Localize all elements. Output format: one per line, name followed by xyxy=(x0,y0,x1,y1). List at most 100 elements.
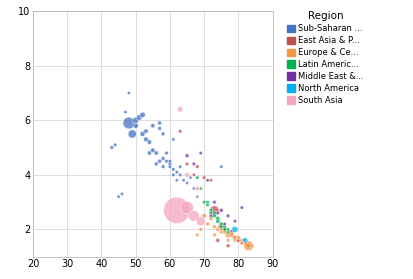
Point xyxy=(184,205,190,210)
Point xyxy=(115,194,122,199)
Point xyxy=(221,222,228,226)
Point xyxy=(242,241,249,245)
Point xyxy=(238,205,245,210)
Point xyxy=(201,175,207,180)
Point xyxy=(142,129,149,133)
Point xyxy=(208,213,214,218)
Point xyxy=(160,156,166,161)
Point xyxy=(208,178,214,182)
Point xyxy=(221,230,228,234)
Point xyxy=(119,192,125,196)
Point xyxy=(211,208,218,213)
Point xyxy=(218,230,225,234)
Point xyxy=(232,219,238,223)
Point xyxy=(214,211,221,215)
Point xyxy=(211,224,218,229)
Point xyxy=(112,143,119,147)
Point xyxy=(157,159,163,163)
Point xyxy=(184,162,190,166)
Point xyxy=(122,110,129,114)
Point xyxy=(218,164,225,169)
Point xyxy=(228,230,235,234)
Point xyxy=(170,137,177,142)
Point xyxy=(242,238,249,242)
Point xyxy=(180,178,187,182)
Point xyxy=(177,173,183,177)
Point xyxy=(133,124,139,128)
Point xyxy=(166,164,173,169)
Point xyxy=(194,164,201,169)
Point xyxy=(225,213,231,218)
Point xyxy=(177,164,183,169)
Point xyxy=(225,238,231,242)
Point xyxy=(194,233,201,237)
Point xyxy=(150,124,156,128)
Point xyxy=(153,151,159,155)
Point xyxy=(218,208,225,213)
Point xyxy=(184,181,190,185)
Point xyxy=(194,194,201,199)
Point xyxy=(146,151,153,155)
Point xyxy=(184,153,190,158)
Point xyxy=(235,238,242,242)
Point xyxy=(232,238,238,242)
Point xyxy=(238,241,245,245)
Point xyxy=(163,151,170,155)
Point xyxy=(160,132,166,136)
Point xyxy=(221,227,228,232)
Point xyxy=(221,227,228,232)
Point xyxy=(208,211,214,215)
Point xyxy=(190,186,197,191)
Point xyxy=(184,173,190,177)
Point xyxy=(150,148,156,153)
Point xyxy=(139,132,146,136)
Point xyxy=(211,213,218,218)
Point xyxy=(232,235,238,240)
Point xyxy=(228,233,235,237)
Point xyxy=(190,213,197,218)
Point xyxy=(201,200,207,204)
Point xyxy=(225,244,231,248)
Point xyxy=(238,238,245,242)
Point xyxy=(146,140,153,144)
Point xyxy=(197,227,204,232)
Point xyxy=(232,235,238,240)
Point xyxy=(242,241,249,245)
Point xyxy=(218,227,225,232)
Point xyxy=(166,162,173,166)
Point xyxy=(142,137,149,142)
Point xyxy=(204,200,211,204)
Point xyxy=(129,132,135,136)
Point xyxy=(173,208,180,213)
Point xyxy=(133,118,139,122)
Point xyxy=(173,178,180,182)
Point xyxy=(166,159,173,163)
Point xyxy=(194,186,201,191)
Point xyxy=(109,145,115,150)
Point xyxy=(225,227,231,232)
Point xyxy=(238,241,245,245)
Point xyxy=(157,126,163,131)
Point xyxy=(194,175,201,180)
Point xyxy=(197,186,204,191)
Point xyxy=(197,151,204,155)
Point xyxy=(177,107,183,112)
Point xyxy=(218,222,225,226)
Point xyxy=(214,219,221,223)
Point xyxy=(204,222,211,226)
Point xyxy=(136,115,142,120)
Point xyxy=(139,113,146,117)
Point xyxy=(232,227,238,232)
Legend: Sub-Saharan ..., East Asia & P..., Europe & Ce..., Latin Americ..., Middle East : Sub-Saharan ..., East Asia & P..., Europ… xyxy=(285,10,366,107)
Point xyxy=(249,244,255,248)
Point xyxy=(197,219,204,223)
Point xyxy=(177,129,183,133)
Point xyxy=(170,173,177,177)
Point xyxy=(157,121,163,125)
Point xyxy=(211,233,218,237)
Point xyxy=(208,208,214,213)
Point xyxy=(208,216,214,221)
Point xyxy=(214,216,221,221)
Point xyxy=(190,162,197,166)
Point xyxy=(218,224,225,229)
